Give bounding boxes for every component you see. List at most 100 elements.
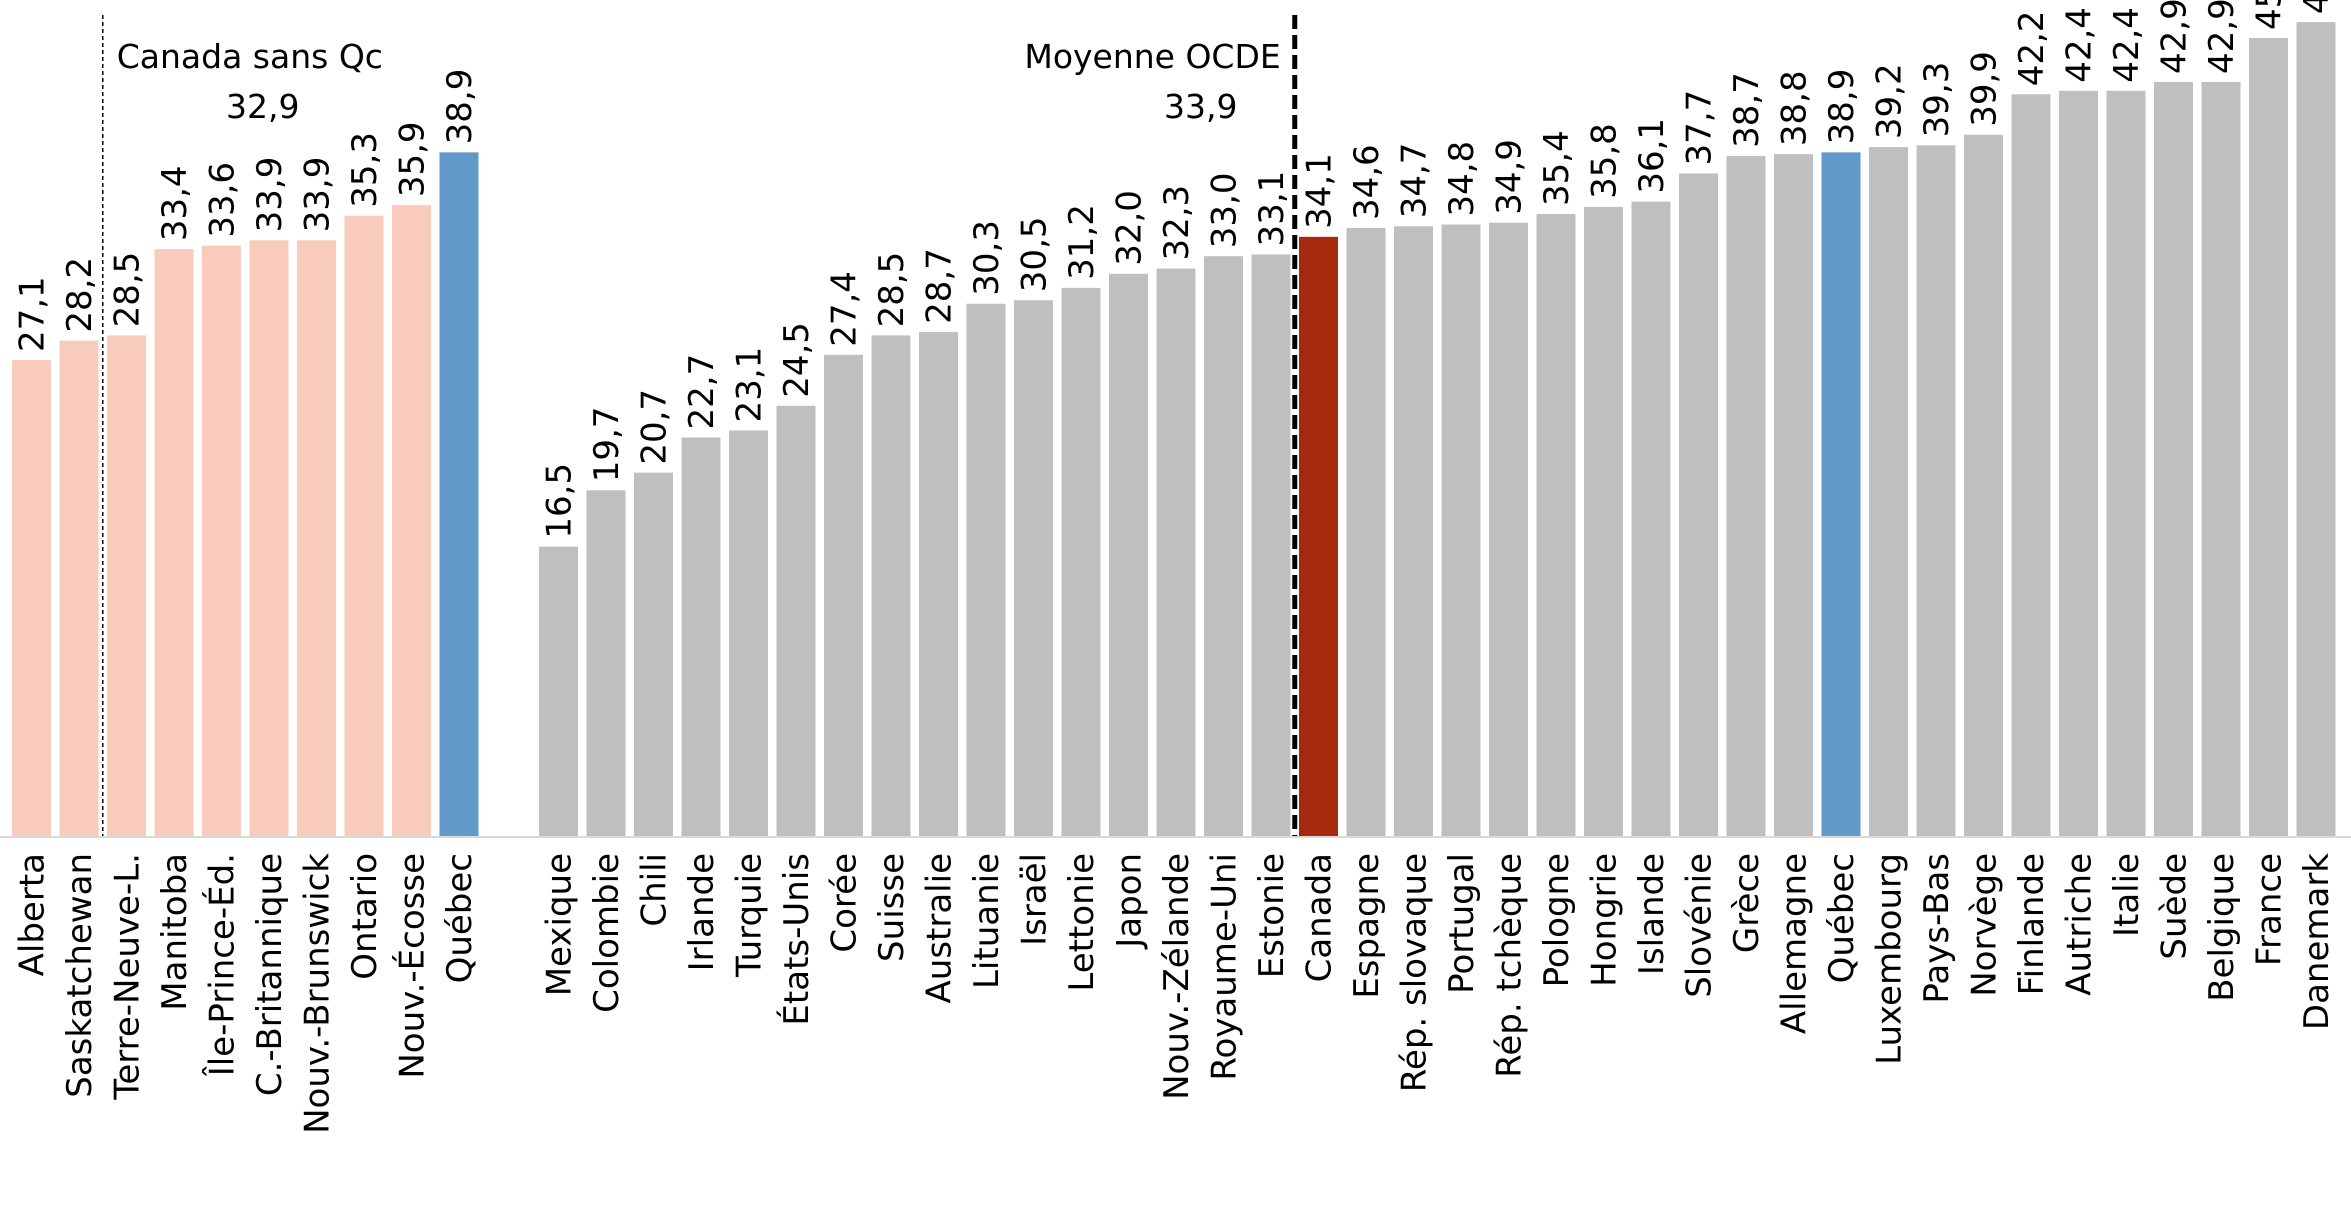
category-label-coree-countries: Corée — [825, 853, 865, 953]
bar-italie-countries — [2106, 90, 2146, 837]
bar-pologne-countries — [1536, 213, 1576, 837]
value-label-pologne-countries: 35,4 — [1537, 130, 1577, 206]
bar-danemark-countries — [2296, 22, 2336, 838]
bar-suede-countries — [2154, 81, 2193, 837]
category-label-norvege-countries: Norvège — [1965, 853, 2005, 997]
category-label-france-countries: France — [2250, 853, 2290, 966]
value-label-france-countries: 45,4 — [2250, 0, 2290, 30]
value-label-manitoba-provinces: 33,4 — [155, 165, 195, 241]
value-label-coree-countries: 27,4 — [825, 271, 865, 347]
category-label-saskatchewan-provinces: Saskatchewan — [60, 853, 100, 1098]
bar-manitoba-provinces — [154, 249, 194, 837]
bar-israel-countries — [1014, 300, 1053, 837]
category-label-lettonie-countries: Lettonie — [1062, 853, 1102, 992]
reference-lines-layer: Canada sans Qc 32,9 Moyenne OCDE 33,9 — [102, 15, 1298, 837]
category-label-c-britannique-provinces: C.-Britannique — [250, 853, 290, 1096]
value-label-rep-slovaque-countries: 34,7 — [1395, 143, 1435, 219]
bar-lituanie-countries — [966, 303, 1006, 838]
category-label-portugal-countries: Portugal — [1442, 853, 1482, 994]
bar-grece-countries — [1726, 155, 1766, 837]
bar-colombie-countries — [586, 490, 626, 837]
value-label-ile-prince-ed-provinces: 33,6 — [203, 162, 243, 238]
category-label-suisse-countries: Suisse — [872, 853, 912, 962]
bar-pays-bas-countries — [1916, 145, 1956, 837]
category-label-canada-countries: Canada — [1300, 853, 1340, 982]
value-label-alberta-provinces: 27,1 — [13, 276, 53, 352]
value-label-grece-countries: 38,7 — [1727, 72, 1767, 148]
category-label-finlande-countries: Finlande — [2012, 853, 2052, 995]
bar-coree-countries — [824, 354, 863, 837]
bar-allemagne-countries — [1774, 154, 1813, 837]
value-label-australie-countries: 28,7 — [920, 248, 960, 324]
bar-estonie-countries — [1251, 254, 1291, 837]
bar-ontario-provinces — [344, 215, 384, 838]
value-label-pays-bas-countries: 39,3 — [1917, 62, 1957, 138]
category-label-irlande-countries: Irlande — [682, 853, 722, 971]
category-label-slovenie-countries: Slovénie — [1680, 853, 1720, 998]
category-label-manitoba-provinces: Manitoba — [155, 853, 195, 1011]
value-label-etats-unis-countries: 24,5 — [777, 322, 817, 398]
bar-turquie-countries — [729, 430, 768, 837]
value-label-autriche-countries: 42,4 — [2060, 7, 2100, 83]
bar-norvege-countries — [1964, 134, 2003, 837]
value-label-colombie-countries: 19,7 — [587, 407, 627, 483]
labels-layer: 27,1 Alberta 28,2 Saskatchewan 28,5 Terre-Neu… — [13, 0, 2338, 1134]
bar-canada-countries — [1299, 236, 1338, 838]
bar-rep-slovaque-countries — [1394, 226, 1433, 837]
bar-france-countries — [2249, 37, 2288, 837]
category-label-autriche-countries: Autriche — [2060, 853, 2100, 996]
value-label-quebec-countries: 38,9 — [1822, 69, 1862, 145]
bar-royaume-uni-countries — [1204, 256, 1243, 837]
value-label-lettonie-countries: 31,2 — [1062, 204, 1102, 280]
category-label-luxembourg-countries: Luxembourg — [1870, 853, 1910, 1065]
value-label-israel-countries: 30,5 — [1015, 216, 1055, 292]
category-label-royaume-uni-countries: Royaume-Uni — [1205, 853, 1245, 1081]
bar-islande-countries — [1631, 201, 1671, 837]
bar-mexique-countries — [539, 546, 578, 837]
value-label-allemagne-countries: 38,8 — [1775, 70, 1815, 146]
bar-etats-unis-countries — [776, 405, 816, 837]
category-label-israel-countries: Israël — [1015, 853, 1055, 946]
value-label-portugal-countries: 34,8 — [1442, 141, 1482, 217]
category-label-quebec-provinces: Québec — [440, 853, 480, 983]
value-label-nouv-ecosse-provinces: 35,9 — [393, 121, 433, 197]
category-label-ile-prince-ed-provinces: Île-Prince-Éd. — [202, 853, 243, 1077]
bar-slovenie-countries — [1679, 173, 1718, 838]
category-label-ontario-provinces: Ontario — [345, 853, 385, 980]
category-label-nouv-ecosse-provinces: Nouv.-Écosse — [392, 853, 433, 1079]
value-label-islande-countries: 36,1 — [1632, 118, 1672, 194]
category-label-pologne-countries: Pologne — [1537, 853, 1577, 987]
bar-quebec-provinces — [439, 152, 479, 838]
value-label-suisse-countries: 28,5 — [872, 252, 912, 328]
bar-finlande-countries — [2011, 94, 2051, 837]
category-label-estonie-countries: Estonie — [1252, 853, 1292, 978]
category-label-chili-countries: Chili — [635, 853, 675, 927]
bar-espagne-countries — [1346, 228, 1386, 838]
category-label-suede-countries: Suède — [2155, 853, 2195, 960]
category-label-islande-countries: Islande — [1632, 853, 1672, 975]
value-label-luxembourg-countries: 39,2 — [1870, 63, 1910, 139]
bar-lettonie-countries — [1061, 287, 1101, 837]
value-label-royaume-uni-countries: 33,0 — [1205, 172, 1245, 248]
value-label-turquie-countries: 23,1 — [730, 347, 770, 423]
value-label-hongrie-countries: 35,8 — [1585, 123, 1625, 199]
category-label-colombie-countries: Colombie — [587, 853, 627, 1013]
category-label-quebec-countries: Québec — [1822, 853, 1862, 983]
bar-japon-countries — [1109, 273, 1148, 837]
category-label-danemark-countries: Danemark — [2297, 853, 2337, 1030]
value-label-italie-countries: 42,4 — [2107, 7, 2147, 83]
category-label-hongrie-countries: Hongrie — [1585, 853, 1625, 987]
category-label-australie-countries: Australie — [920, 853, 960, 1003]
category-label-rep-slovaque-countries: Rép. slovaque — [1395, 853, 1435, 1092]
value-label-canada-countries: 34,1 — [1300, 153, 1340, 229]
bar-quebec-countries — [1821, 152, 1861, 838]
value-label-c-britannique-provinces: 33,9 — [250, 157, 290, 233]
bar-nouv-ecosse-provinces — [392, 205, 431, 837]
bar-belgique-countries — [2201, 81, 2241, 837]
value-label-lituanie-countries: 30,3 — [967, 220, 1007, 296]
value-label-rep-tcheque-countries: 34,9 — [1490, 139, 1530, 215]
bar-rep-tcheque-countries — [1489, 222, 1528, 837]
value-label-quebec-provinces: 38,9 — [440, 69, 480, 145]
value-label-norvege-countries: 39,9 — [1965, 51, 2005, 127]
